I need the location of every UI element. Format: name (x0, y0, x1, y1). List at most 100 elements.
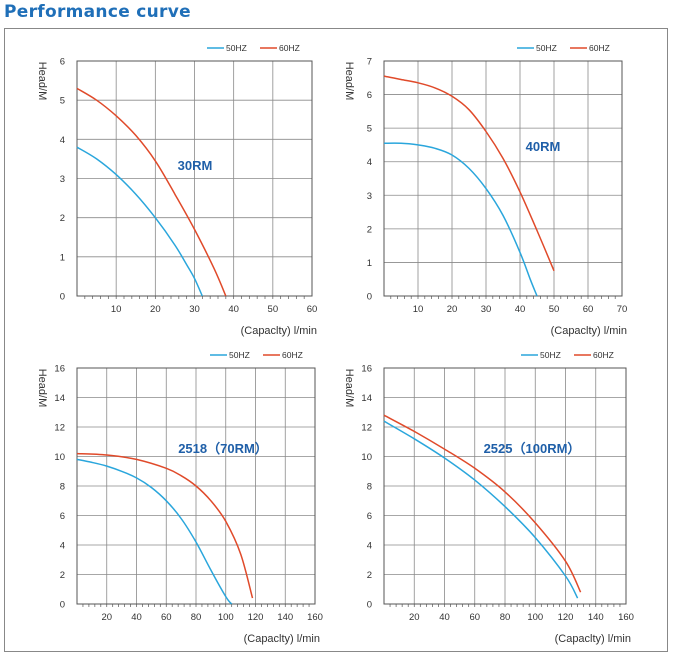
y-tick-label: 2 (60, 570, 65, 581)
x-tick-label: 140 (277, 612, 293, 623)
series-line-60hz (76, 87, 227, 297)
model-label: 2518（70RM） (178, 441, 268, 456)
y-tick-label: 2 (367, 570, 372, 581)
x-axis-label: (Capaclty) l/min (555, 633, 631, 645)
x-axis-label: (Capaclty) l/min (551, 325, 627, 337)
series-line-50hz (76, 458, 233, 605)
model-label: 30RM (178, 158, 213, 173)
x-tick-label: 70 (617, 304, 628, 315)
y-tick-label: 7 (367, 57, 372, 68)
page-title: Performance curve (4, 2, 191, 22)
y-tick-label: 6 (367, 90, 372, 101)
series-line-50hz (383, 142, 538, 297)
y-tick-label: 3 (367, 191, 372, 202)
plot-area (383, 60, 623, 297)
y-tick-label: 14 (54, 393, 65, 404)
x-tick-label: 140 (588, 612, 604, 623)
chart-1: 10 20 30 40 50 60 0 1 2 3 4 5 6 (Capaclty) l/min Head/… (36, 43, 317, 337)
y-tick-label: 2 (367, 224, 372, 235)
x-tick-label: 120 (558, 612, 574, 623)
x-tick-label: 50 (549, 304, 560, 315)
legend: 50HZ 60HZ (517, 43, 610, 53)
y-tick-label: 6 (367, 511, 372, 522)
y-tick-label: 0 (367, 292, 372, 303)
x-tick-label: 80 (500, 612, 511, 623)
y-axis-label: Head/M (36, 62, 48, 101)
chart-3: 20 40 60 80 100 120 140 160 0 2 4 6 8 10 12 14 16 (Capacl… (36, 350, 323, 645)
legend: 50HZ 60HZ (521, 350, 614, 360)
x-tick-label: 10 (413, 304, 424, 315)
y-axis-label: Head/M (343, 369, 355, 408)
legend-label: 50HZ (226, 43, 247, 53)
legend: 50HZ 60HZ (210, 350, 303, 360)
x-tick-label: 50 (268, 304, 279, 315)
x-tick-label: 40 (131, 612, 142, 623)
x-tick-label: 60 (307, 304, 318, 315)
x-tick-label: 30 (481, 304, 492, 315)
series-line-60hz (383, 414, 582, 593)
y-tick-label: 10 (54, 452, 65, 463)
y-tick-label: 5 (367, 124, 372, 135)
y-tick-label: 16 (361, 364, 372, 375)
x-tick-label: 40 (228, 304, 239, 315)
x-tick-label: 100 (218, 612, 234, 623)
x-tick-label: 80 (191, 612, 202, 623)
x-tick-label: 160 (307, 612, 323, 623)
x-tick-label: 20 (150, 304, 161, 315)
y-tick-label: 6 (60, 57, 65, 68)
legend-label: 60HZ (279, 43, 300, 53)
x-tick-label: 20 (447, 304, 458, 315)
y-tick-label: 12 (361, 423, 372, 434)
legend: 50HZ 60HZ (207, 43, 300, 53)
y-tick-label: 16 (54, 364, 65, 375)
y-tick-label: 2 (60, 213, 65, 224)
x-axis-label: (Capaclty) l/min (241, 325, 317, 337)
y-axis-label: Head/M (343, 62, 355, 101)
x-axis-label: (Capaclty) l/min (244, 633, 320, 645)
legend-label: 50HZ (540, 350, 561, 360)
y-tick-label: 1 (367, 258, 372, 269)
legend-label: 50HZ (229, 350, 250, 360)
x-tick-label: 20 (409, 612, 420, 623)
x-tick-label: 10 (111, 304, 122, 315)
series-line-60hz (76, 452, 254, 599)
y-tick-label: 4 (367, 541, 372, 552)
y-tick-label: 4 (367, 157, 372, 168)
y-tick-label: 8 (60, 482, 65, 493)
y-axis-label: Head/M (36, 369, 48, 408)
chart-frame (4, 28, 668, 652)
legend-label: 60HZ (282, 350, 303, 360)
y-tick-label: 4 (60, 135, 65, 146)
y-tick-label: 14 (361, 393, 372, 404)
x-tick-label: 30 (189, 304, 200, 315)
chart-4: 20 40 60 80 100 120 140 160 0 2 4 6 8 10 12 14 16 (Capacl… (343, 350, 634, 645)
legend-label: 60HZ (593, 350, 614, 360)
y-tick-label: 0 (60, 292, 65, 303)
series-line-60hz (383, 75, 555, 272)
y-tick-label: 5 (60, 96, 65, 107)
y-tick-label: 8 (367, 482, 372, 493)
legend-label: 60HZ (589, 43, 610, 53)
y-tick-label: 6 (60, 511, 65, 522)
model-label: 40RM (526, 139, 561, 154)
x-tick-label: 100 (527, 612, 543, 623)
x-tick-label: 20 (101, 612, 112, 623)
y-tick-label: 0 (367, 600, 372, 611)
y-tick-label: 3 (60, 174, 65, 185)
x-tick-label: 40 (439, 612, 450, 623)
x-tick-label: 60 (583, 304, 594, 315)
y-tick-label: 4 (60, 541, 65, 552)
x-tick-label: 160 (618, 612, 634, 623)
series-line-50hz (76, 146, 203, 297)
y-tick-label: 1 (60, 252, 65, 263)
y-tick-label: 0 (60, 600, 65, 611)
x-tick-label: 60 (161, 612, 172, 623)
y-tick-label: 12 (54, 423, 65, 434)
legend-label: 50HZ (536, 43, 557, 53)
chart-2: 10 20 30 40 50 60 70 0 1 2 3 4 5 6 7 (Capaclty) l/min He… (343, 43, 627, 337)
y-tick-label: 10 (361, 452, 372, 463)
series-line-50hz (383, 420, 579, 599)
x-tick-label: 120 (248, 612, 264, 623)
x-tick-label: 60 (469, 612, 480, 623)
